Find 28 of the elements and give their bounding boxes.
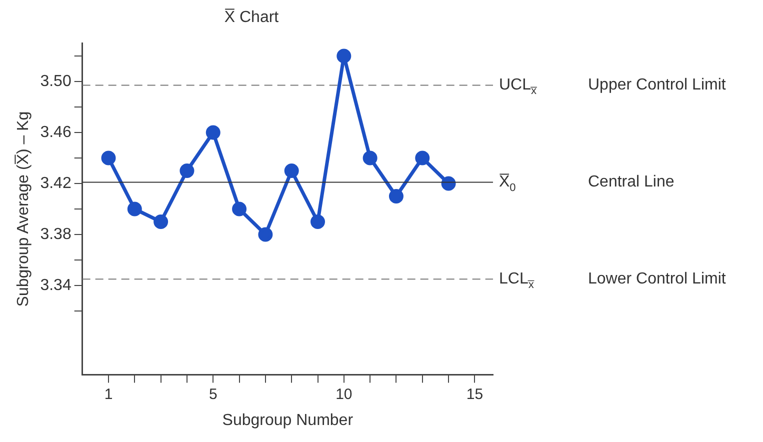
chart-title: X̅ Chart	[224, 8, 280, 26]
point	[232, 202, 247, 216]
x-tick-label: 15	[466, 386, 484, 403]
point	[101, 150, 116, 166]
text: Central Line	[588, 174, 674, 191]
text: Lower Control Limit	[588, 270, 726, 288]
point	[258, 227, 273, 242]
point	[127, 202, 142, 216]
y-tick-label: 3.38	[40, 226, 72, 243]
x-tick-label: 10	[336, 386, 352, 403]
y-tick-label: 3.42	[40, 174, 72, 192]
point	[284, 163, 299, 178]
point	[415, 150, 430, 166]
x-axis-title: Subgroup Number	[222, 412, 354, 429]
y-tick-label: 3.34	[40, 276, 72, 294]
y-tick-label: 3.50	[40, 72, 72, 90]
point	[206, 125, 220, 140]
x-tick-label: 1	[104, 386, 113, 403]
y-tick-label: 3.46	[40, 124, 72, 141]
y-axis-title: Subgroup Average (X̅) – Kg	[14, 111, 32, 307]
point	[180, 163, 194, 178]
point	[310, 214, 325, 230]
point	[362, 150, 378, 166]
point	[154, 214, 168, 230]
point	[336, 48, 352, 64]
point	[388, 188, 404, 204]
text: Upper Control Limit	[588, 76, 726, 94]
x-tick-label: 5	[208, 386, 218, 403]
